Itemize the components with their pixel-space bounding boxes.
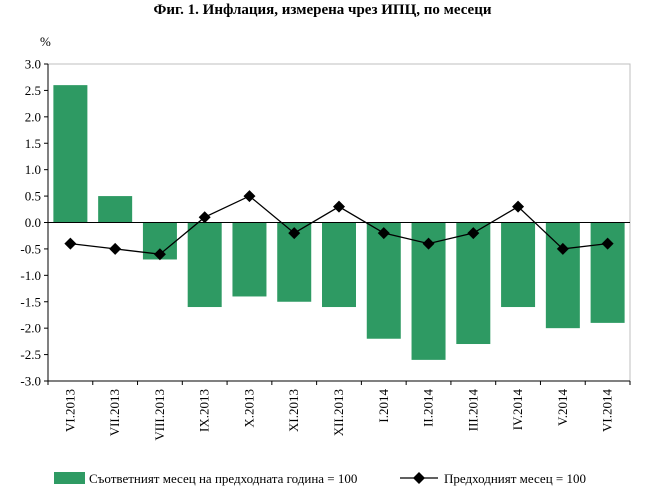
legend-line-marker (413, 472, 425, 484)
y-tick-label: -0.5 (20, 241, 41, 256)
x-tick-label-IV.2014: IV.2014 (510, 389, 525, 431)
bar-IX.2013 (187, 222, 222, 308)
y-tick-label: -1.0 (20, 268, 41, 283)
x-tick-label-VI.2013: VI.2013 (62, 389, 77, 432)
y-tick-label: 3.0 (25, 57, 41, 72)
y-tick-label: -2.5 (20, 347, 41, 362)
bar-VI.2014 (590, 222, 625, 323)
legend-bar-swatch (54, 472, 85, 484)
x-tick-label-III.2014: III.2014 (465, 389, 480, 432)
y-tick-label: -2.0 (20, 321, 41, 336)
x-tick-label-V.2014: V.2014 (555, 389, 570, 426)
line-point-V.2014 (556, 242, 569, 255)
y-tick-label: 0.5 (25, 189, 41, 204)
x-tick-label-VII.2013: VII.2013 (107, 389, 122, 436)
line-point-VII.2013 (109, 242, 122, 255)
y-tick-label: 1.0 (25, 162, 41, 177)
y-unit-label: % (40, 34, 51, 49)
bar-X.2013 (232, 222, 267, 297)
y-tick-label: -1.5 (20, 294, 41, 309)
line-point-I.2014 (377, 227, 390, 240)
line-point-VI.2013 (64, 237, 77, 250)
bar-I.2014 (366, 222, 401, 339)
x-tick-label-XI.2013: XI.2013 (286, 389, 301, 432)
line-point-XII.2013 (333, 200, 345, 213)
bar-XII.2013 (322, 222, 356, 308)
y-tick-label: -3.0 (20, 374, 41, 389)
line-point-III.2014 (467, 227, 480, 240)
bar-IV.2014 (501, 222, 536, 308)
x-tick-label-II.2014: II.2014 (421, 389, 436, 427)
y-tick-label: 2.0 (25, 109, 41, 124)
line-point-XI.2013 (288, 227, 301, 240)
line-point-IV.2014 (512, 200, 525, 213)
legend-line-label: Предходният месец = 100 (444, 471, 586, 486)
legend-bar-label: Съответният месец на предходната година … (89, 471, 357, 486)
line-point-X.2013 (243, 190, 256, 203)
bar-III.2014 (456, 222, 491, 345)
legend: Съответният месец на предходната година … (54, 471, 586, 486)
y-tick-label: 0.0 (25, 215, 41, 230)
y-tick-label: 1.5 (25, 136, 41, 151)
x-tick-label-VIII.2013: VIII.2013 (152, 389, 167, 441)
bar-V.2014 (545, 222, 580, 329)
chart-title: Фиг. 1. Инфлация, измерена чрез ИПЦ, по … (153, 2, 492, 18)
x-tick-label-I.2014: I.2014 (376, 389, 391, 423)
x-tick-label-X.2013: X.2013 (241, 389, 256, 428)
line-point-IX.2013 (198, 211, 211, 224)
line-point-II.2014 (422, 237, 435, 250)
line-point-VI.2014 (601, 237, 614, 250)
x-tick-label-IX.2013: IX.2013 (197, 389, 212, 432)
line-point-VIII.2013 (153, 248, 166, 261)
y-tick-label: 2.5 (25, 83, 41, 98)
bar-VI.2013 (53, 85, 88, 223)
x-tick-label-XII.2013: XII.2013 (331, 389, 346, 436)
bar-VII.2013 (98, 196, 133, 223)
x-tick-label-VI.2014: VI.2014 (600, 389, 615, 432)
